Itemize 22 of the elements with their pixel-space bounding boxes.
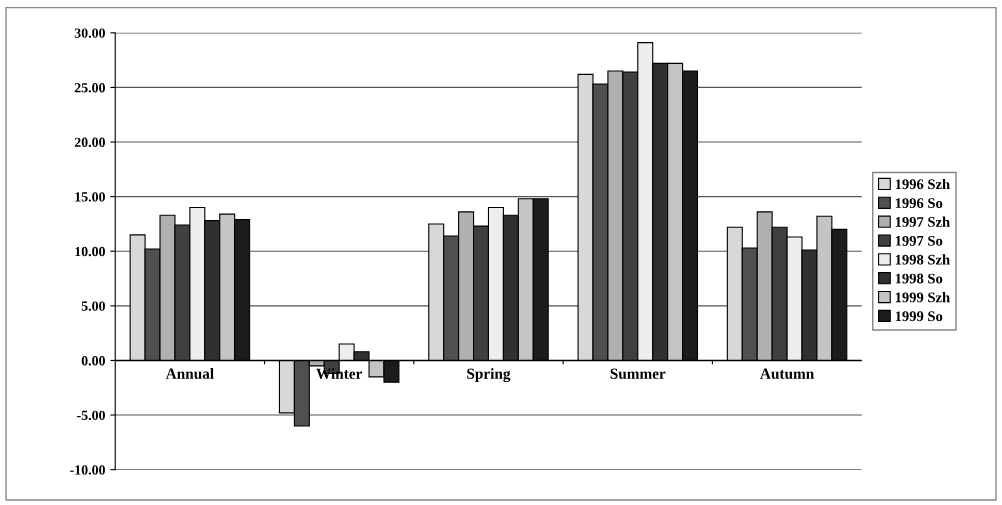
legend-label: 1996 Szh	[895, 178, 950, 190]
y-tick-label: 30.00	[74, 28, 105, 38]
y-tick-label: 15.00	[75, 192, 105, 202]
x-tick-label: Winter	[316, 368, 363, 379]
legend-label: 1999 Szh	[895, 292, 950, 303]
x-tick-label: Autumn	[760, 368, 815, 379]
legend-label: 1996 So	[895, 198, 943, 209]
legend-label: 1998 So	[895, 273, 943, 284]
y-tick-label: 20.00	[74, 137, 105, 148]
y-tick-label: -5.00	[77, 410, 105, 421]
legend-label: 1998 Szh	[895, 254, 950, 265]
legend-label: 1997 So	[895, 235, 943, 246]
x-tick-label: Spring	[467, 368, 511, 383]
y-tick-label: -10.00	[70, 465, 105, 475]
y-tick-label: 5.00	[81, 301, 105, 311]
y-tick-label: 0.00	[81, 356, 105, 366]
y-tick-label: 10.00	[75, 246, 105, 257]
y-tick-label: 25.00	[74, 83, 105, 93]
legend-label: 1999 So	[895, 311, 943, 322]
legend-label: 1997 Szh	[895, 216, 950, 227]
x-tick-label: Summer	[610, 368, 666, 379]
x-tick-label: Annual	[165, 368, 214, 379]
